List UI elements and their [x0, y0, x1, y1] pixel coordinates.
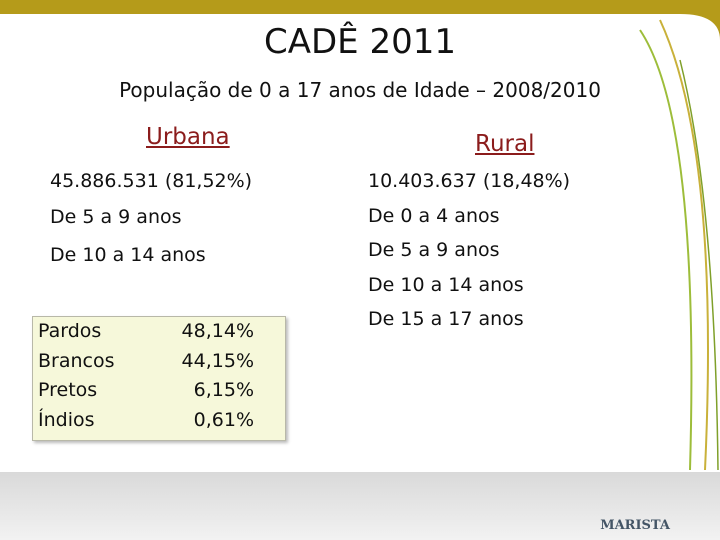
list-item: 45.886.531 (81,52%) [50, 170, 253, 192]
table-label: Pretos [38, 379, 98, 401]
brand-logo: MARISTA [600, 518, 670, 533]
list-item: De 0 a 4 anos [368, 204, 500, 227]
list-item: De 15 a 17 anos [368, 308, 524, 330]
table-box [32, 316, 286, 441]
section-heading: Rural [475, 131, 535, 157]
table-value: 6,15% [193, 379, 254, 401]
section-heading: Urbana [146, 124, 230, 150]
table-label: Brancos [38, 349, 115, 372]
list-item: De 5 a 9 anos [50, 206, 182, 228]
footer-band [0, 472, 720, 540]
list-item: 10.403.637 (18,48%) [368, 170, 571, 192]
list-item: De 5 a 9 anos [368, 239, 500, 261]
slide-subtitle: População de 0 a 17 anos de Idade – 2008… [119, 78, 601, 102]
table-value: 48,14% [181, 320, 254, 342]
table-label: Índios [38, 408, 95, 431]
table-value: 44,15% [181, 349, 254, 372]
list-item: De 10 a 14 anos [50, 244, 206, 266]
table-label: Pardos [38, 320, 102, 342]
list-item: De 10 a 14 anos [368, 273, 524, 296]
table-value: 0,61% [193, 408, 254, 431]
slide-title: CADÊ 2011 [264, 22, 456, 62]
